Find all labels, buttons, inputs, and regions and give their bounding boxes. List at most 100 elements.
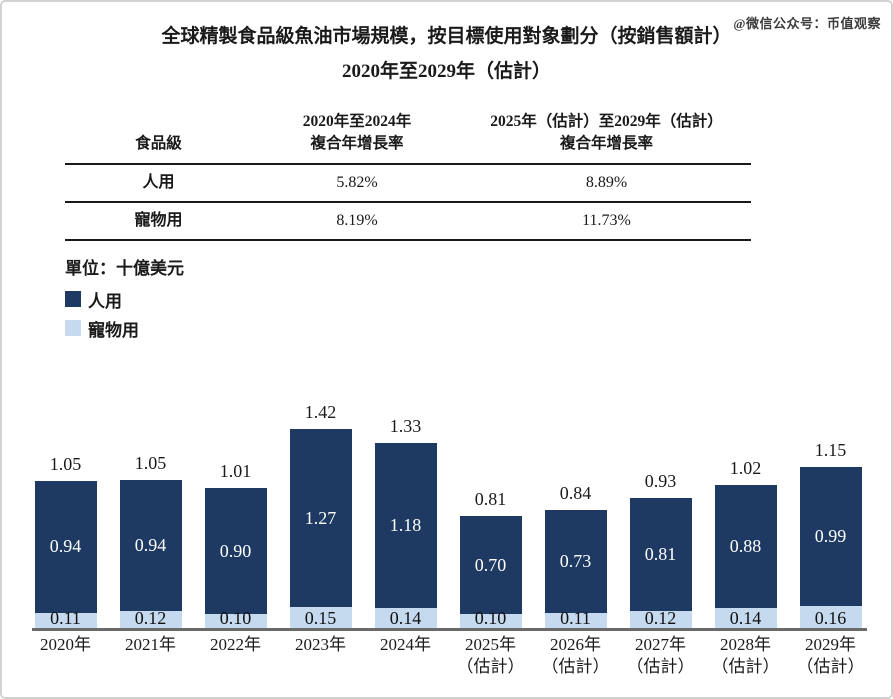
chart-title-line2: 2020年至2029年（估計） (341, 61, 551, 82)
x-axis-tick-label-line2: （估計） (626, 657, 695, 676)
pet-segment-value-label: 0.10 (474, 608, 507, 628)
x-axis-tick-label: 2020年 (23, 634, 108, 678)
human-segment: 0.90 (204, 488, 267, 614)
human-segment: 1.18 (374, 443, 437, 609)
watermark: @微信公众号：币值观察 (733, 16, 881, 31)
pet-segment: 0.14 (374, 608, 437, 628)
stacked-bar: 1.27 0.15 (289, 429, 352, 628)
x-axis-tick-label-line1: 2024年 (380, 635, 431, 654)
cagr-table: 食品級 2020年至2024年 複合年增長率 2025年（估計）至2029年（估… (65, 111, 751, 241)
legend: 單位：十億美元 人用 寵物用 (65, 257, 891, 340)
x-axis-tick-label-line1: 2025年 (465, 635, 516, 654)
stacked-bar-chart: 1.05 0.94 0.11 1.05 0.94 0.12 1.01 0.90 0.10 1.42… (23, 382, 873, 678)
bar-total-value-label: 1.42 (304, 402, 337, 423)
bar-total-value-label: 1.05 (49, 454, 82, 475)
x-axis-tick-label-line1: 2022年 (210, 635, 261, 654)
table-row: 寵物用 8.19% 11.73% (65, 202, 751, 241)
stacked-bar: 0.99 0.16 (799, 467, 862, 628)
pet-cagr-2020-2024: 8.19% (252, 202, 462, 241)
human-segment: 1.27 (289, 429, 352, 607)
col-header-cagr-2025-2029-line1: 2025年（估計）至2029年（估計） (490, 113, 723, 130)
human-segment: 0.94 (34, 481, 97, 613)
pet-segment-value-label: 0.11 (560, 608, 591, 628)
pet-segment-value-label: 0.12 (134, 608, 167, 628)
bar-total-value-label: 1.01 (219, 461, 252, 481)
pet-segment-value-label: 0.14 (729, 608, 762, 628)
stacked-bar: 1.18 0.14 (374, 443, 437, 628)
row-label-human: 人用 (65, 164, 252, 203)
x-axis-tick-label-line2: （估計） (796, 657, 865, 676)
pet-segment: 0.12 (629, 608, 692, 628)
x-axis-tick-label: 2025年 （估計） (448, 634, 533, 678)
chart-title-line1: 全球精製食品級魚油市場規模，按目標使用對象劃分（按銷售額計） (161, 26, 732, 47)
bar-total-value-label: 1.05 (134, 452, 167, 473)
bar-total-value-label: 0.84 (559, 483, 592, 504)
human-series-swatch-icon (65, 291, 81, 307)
bar-group: 1.02 0.88 0.14 (703, 457, 788, 628)
pet-segment: 0.16 (799, 605, 862, 628)
pet-segment-value-label: 0.16 (814, 608, 847, 628)
x-axis-tick-label: 2027年 （估計） (618, 634, 703, 678)
bar-group: 1.33 1.18 0.14 (363, 415, 448, 628)
pet-segment-value-label: 0.12 (644, 608, 677, 628)
bar-total-value-label: 1.33 (389, 416, 422, 437)
pet-segment: 0.11 (34, 609, 97, 628)
x-axis-tick-label-line1: 2029年 (805, 635, 856, 654)
human-cagr-2020-2024: 5.82% (252, 164, 462, 203)
bar-group: 1.05 0.94 0.12 (108, 452, 193, 628)
pet-cagr-2025-2029: 11.73% (462, 202, 751, 241)
col-header-cagr-2020-2024-line1: 2020年至2024年 (302, 113, 412, 130)
x-axis-labels: 2020年 2021年 2022年 2023年 2024年 2025年 （估計） 2026年 （… (23, 634, 873, 678)
bar-group: 1.01 0.90 0.10 (193, 460, 278, 628)
stacked-bar: 0.94 0.11 (34, 481, 97, 628)
pet-segment: 0.10 (204, 609, 267, 628)
bar-group: 1.15 0.99 0.16 (788, 439, 873, 628)
x-axis-tick-label: 2024年 (363, 634, 448, 678)
human-cagr-2025-2029: 8.89% (462, 164, 751, 203)
x-axis-tick-label-line1: 2026年 (550, 635, 601, 654)
pet-segment-value-label: 0.11 (50, 608, 81, 628)
bar-total-value-label: 1.02 (729, 458, 762, 479)
stacked-bar: 0.90 0.10 (204, 488, 267, 628)
bar-group: 0.84 0.73 0.11 (533, 482, 618, 628)
col-header-cagr-2020-2024: 2020年至2024年 複合年增長率 (252, 111, 462, 165)
table-row: 人用 5.82% 8.89% (65, 164, 751, 203)
pet-series-swatch-icon (65, 320, 81, 336)
x-axis-tick-label: 2022年 (193, 634, 278, 678)
human-segment: 0.81 (629, 497, 692, 612)
x-axis-tick-label-line1: 2023年 (295, 635, 346, 654)
bar-group: 0.93 0.81 0.12 (618, 470, 703, 628)
x-axis-tick-label-line1: 2021年 (125, 635, 176, 654)
x-axis-tick-label: 2029年 （估計） (788, 634, 873, 678)
col-header-food-grade: 食品級 (65, 111, 252, 165)
x-axis-tick-label: 2028年 （估計） (703, 634, 788, 678)
stacked-bar: 0.81 0.12 (629, 497, 692, 628)
pet-segment-value-label: 0.14 (389, 608, 422, 628)
bars-area: 1.05 0.94 0.11 1.05 0.94 0.12 1.01 0.90 0.10 1.42… (23, 382, 873, 628)
x-axis-tick-label: 2026年 （估計） (533, 634, 618, 678)
pet-segment: 0.12 (119, 608, 182, 628)
pet-segment: 0.10 (459, 609, 522, 628)
x-axis-tick-label: 2023年 (278, 634, 363, 678)
x-axis-tick-label-line2: （估計） (711, 657, 780, 676)
col-header-cagr-2025-2029: 2025年（估計）至2029年（估計） 複合年增長率 (462, 111, 751, 165)
bar-total-value-label: 1.15 (814, 440, 847, 461)
bar-total-value-label: 0.93 (644, 470, 677, 491)
human-segment: 0.70 (459, 516, 522, 614)
col-header-cagr-2020-2024-line2: 複合年增長率 (310, 135, 404, 152)
legend-item-label: 人用 (88, 291, 122, 311)
human-segment: 0.94 (119, 479, 182, 612)
x-axis-tick-label-line2: （估計） (456, 657, 525, 676)
bar-group: 0.81 0.70 0.10 (448, 488, 533, 628)
human-segment: 0.99 (799, 467, 862, 606)
x-axis-line (32, 628, 867, 631)
stacked-bar: 0.88 0.14 (714, 485, 777, 628)
stacked-bar: 0.73 0.11 (544, 510, 607, 628)
pet-segment-value-label: 0.15 (304, 608, 337, 628)
x-axis-tick-label-line2: （估計） (541, 657, 610, 676)
human-segment: 0.73 (544, 510, 607, 613)
unit-label: 單位：十億美元 (65, 259, 184, 278)
pet-segment: 0.11 (544, 609, 607, 628)
x-axis-tick-label-line1: 2027年 (635, 635, 686, 654)
row-label-pet: 寵物用 (65, 202, 252, 241)
